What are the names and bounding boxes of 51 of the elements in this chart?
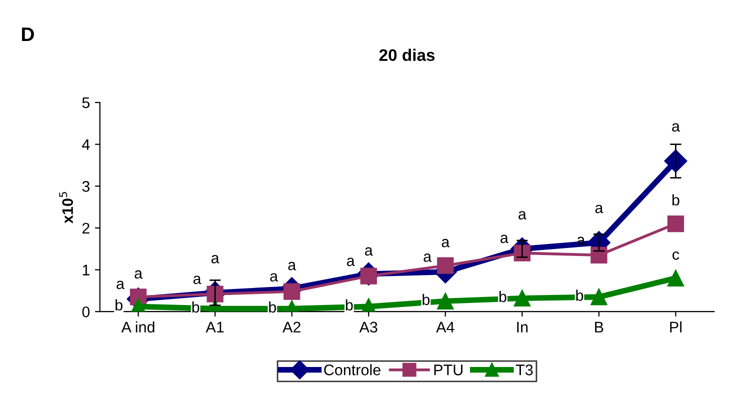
x-tick-label: A4 — [436, 322, 454, 332]
annotation: c — [672, 251, 680, 260]
annotation: a — [672, 123, 680, 132]
annotation: a — [134, 270, 143, 279]
annotation: a — [116, 280, 124, 290]
annotation: a — [288, 262, 296, 270]
y-tick-label: 5 — [82, 98, 90, 108]
y-tick-label: 2 — [82, 222, 90, 234]
annotation: b — [269, 301, 276, 313]
annotation: a — [442, 238, 450, 248]
annotation: b — [422, 294, 430, 306]
annotation: a — [365, 247, 373, 256]
point — [590, 246, 608, 264]
legend-label: PTU — [434, 364, 462, 376]
y-tick-label: 4 — [82, 139, 90, 150]
point — [667, 270, 684, 286]
x-tick-label: B — [595, 322, 604, 332]
x-tick-label: A2 — [282, 322, 300, 332]
annotation: a — [500, 234, 508, 244]
y-tick-label: 1 — [82, 264, 90, 276]
point — [437, 257, 454, 274]
annotation: a — [270, 273, 278, 282]
annotation: b — [672, 194, 680, 206]
x-tick-label: Pl — [670, 321, 682, 332]
annotation: b — [116, 299, 122, 311]
annotation: a — [595, 204, 604, 214]
chart-title: 20 dias — [379, 48, 435, 61]
annotation: b — [192, 301, 200, 313]
x-tick-label: In — [517, 322, 528, 332]
x-tick-label: A1 — [206, 322, 224, 332]
legend-label: T3 — [516, 364, 533, 376]
annotation: b — [346, 299, 353, 311]
annotation: b — [576, 290, 584, 301]
x-tick-label: A ind — [121, 321, 154, 333]
y-tick-label: 3 — [82, 181, 90, 192]
y-tick-label: 0 — [82, 306, 90, 318]
point — [664, 150, 688, 173]
annotation: a — [193, 276, 202, 284]
point — [437, 292, 454, 310]
point — [590, 288, 608, 306]
annotation: a — [518, 211, 526, 220]
y-axis-title: x10$^{5}$ — [59, 192, 73, 224]
point — [667, 215, 684, 232]
annotation: a — [424, 254, 432, 262]
annotation: a — [346, 258, 355, 266]
x-tick-label: A3 — [359, 322, 378, 333]
point — [514, 290, 530, 307]
legend-label: Controle — [324, 364, 380, 376]
annotation: b — [499, 290, 506, 302]
annotation: a — [211, 255, 220, 264]
text: D — [22, 28, 34, 41]
